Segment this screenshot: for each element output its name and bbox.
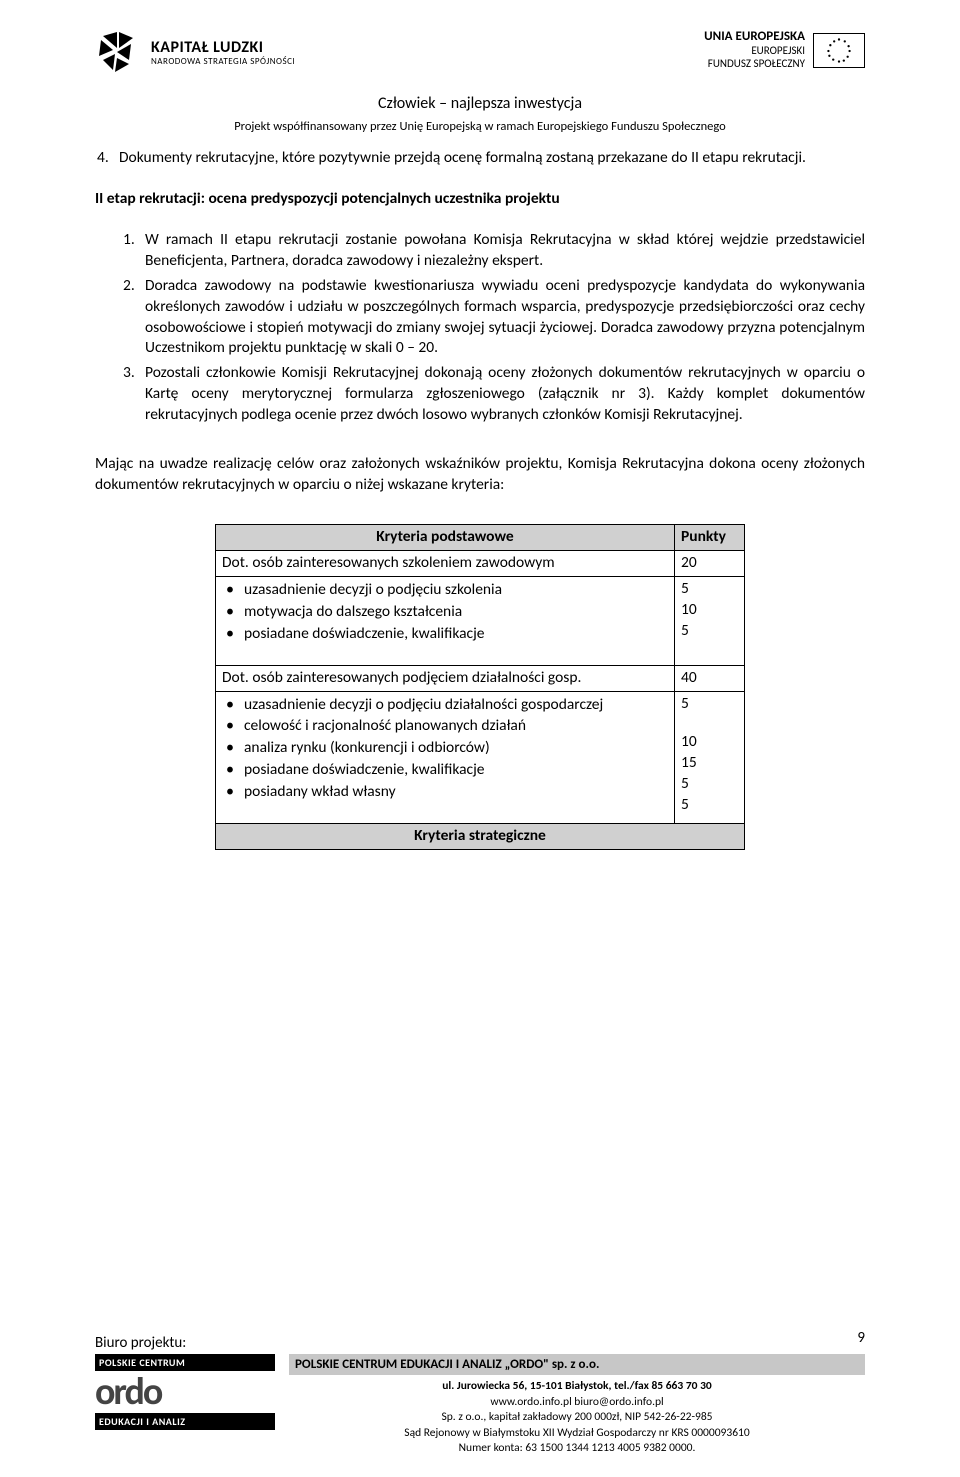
logo-right: UNIA EUROPEJSKA EUROPEJSKI FUNDUSZ SPOŁE… xyxy=(704,30,865,70)
footer-details: POLSKIE CENTRUM EDUKACJI I ANALIZ „ORDO"… xyxy=(289,1354,865,1457)
footer-legal: Sp. z o.o., kapitał zakładowy 200 000zł,… xyxy=(289,1410,865,1426)
footer: Biuro projektu: POLSKIE CENTRUM ordo EDU… xyxy=(0,1334,960,1477)
doc-subtitle: Projekt współfinansowany przez Unię Euro… xyxy=(95,119,865,134)
criteria-label: Dot. osób zainteresowanych szkoleniem za… xyxy=(216,550,675,576)
item-text: Pozostali członkowie Komisji Rekrutacyjn… xyxy=(145,363,865,426)
human-capital-icon xyxy=(95,30,141,76)
item-text: W ramach II etapu rekrutacji zostanie po… xyxy=(145,230,865,272)
footer-web: www.ordo.info.pl biuro@ordo.info.pl xyxy=(289,1395,865,1411)
ordo-bottom-bar: EDUKACJI I ANALIZ xyxy=(95,1413,275,1430)
subitem-points: 5 10 5 xyxy=(675,576,745,665)
item-number: 2. xyxy=(121,276,145,360)
subitem: analiza rynku (konkurencji i odbiorców) xyxy=(244,737,668,759)
doc-title: Człowiek – najlepsza inwestycja xyxy=(95,94,865,113)
criteria-label: Dot. osób zainteresowanych podjęciem dzi… xyxy=(216,665,675,691)
item-number: 1. xyxy=(121,230,145,272)
item-text: Dokumenty rekrutacyjne, które pozytywnie… xyxy=(119,148,865,169)
numbered-item: 3. Pozostali członkowie Komisji Rekrutac… xyxy=(121,363,865,426)
paragraph: Mając na uwadze realizację celów oraz za… xyxy=(95,454,865,496)
subitem: uzasadnienie decyzji o podjęciu działaln… xyxy=(244,694,668,716)
subitem: motywacja do dalszego kształcenia xyxy=(244,601,668,623)
subitem-points: 5 10 15 5 5 xyxy=(675,691,745,824)
numbered-item: 2. Doradca zawodowy na podstawie kwestio… xyxy=(121,276,865,360)
criteria-points: 20 xyxy=(675,550,745,576)
numbered-item: 4. Dokumenty rekrutacyjne, które pozytyw… xyxy=(95,148,865,169)
eu-sub2: FUNDUSZ SPOŁECZNY xyxy=(704,58,805,71)
left-logo-title: KAPITAŁ LUDZKI xyxy=(151,39,295,57)
footer-legal: Numer konta: 63 1500 1344 1213 4005 9382… xyxy=(289,1441,865,1457)
table-header-criteria: Kryteria podstawowe xyxy=(216,524,675,550)
table-header-points: Punkty xyxy=(675,524,745,550)
table-row: uzasadnienie decyzji o podjęciu działaln… xyxy=(216,691,745,824)
table-footer-row: Kryteria strategiczne xyxy=(216,824,745,850)
criteria-subitems: uzasadnienie decyzji o podjęciu działaln… xyxy=(222,694,668,804)
subitem: posiadane doświadczenie, kwalifikacje xyxy=(244,623,668,645)
section-heading: II etap rekrutacji: ocena predyspozycji … xyxy=(95,189,865,210)
numbered-item: 1. W ramach II etapu rekrutacji zostanie… xyxy=(121,230,865,272)
left-logo-subtitle: NARODOWA STRATEGIA SPÓJNOŚCI xyxy=(151,57,295,67)
footer-legal: Sąd Rejonowy w Białymstoku XII Wydział G… xyxy=(289,1426,865,1442)
footer-address: ul. Jurowiecka 56, 15-101 Białystok, tel… xyxy=(289,1379,865,1395)
logo-left: KAPITAŁ LUDZKI NARODOWA STRATEGIA SPÓJNO… xyxy=(95,30,295,76)
item-number: 4. xyxy=(95,148,119,169)
ordo-logo: POLSKIE CENTRUM ordo EDUKACJI I ANALIZ xyxy=(95,1354,275,1430)
header: KAPITAŁ LUDZKI NARODOWA STRATEGIA SPÓJNO… xyxy=(95,30,865,76)
criteria-table: Kryteria podstawowe Punkty Dot. osób zai… xyxy=(215,524,745,850)
table-row: Dot. osób zainteresowanych podjęciem dzi… xyxy=(216,665,745,691)
subitem: uzasadnienie decyzji o podjęciu szkoleni… xyxy=(244,579,668,601)
table-row: uzasadnienie decyzji o podjęciu szkoleni… xyxy=(216,576,745,665)
eu-flag-icon xyxy=(813,33,865,68)
company-name-bar: POLSKIE CENTRUM EDUKACJI I ANALIZ „ORDO"… xyxy=(289,1354,865,1376)
biuro-label: Biuro projektu: xyxy=(95,1334,865,1352)
eu-sub1: EUROPEJSKI xyxy=(704,45,805,58)
item-text: Doradca zawodowy na podstawie kwestionar… xyxy=(145,276,865,360)
ordo-wordmark: ordo xyxy=(95,1371,275,1413)
table-row: Kryteria strategiczne xyxy=(216,824,745,850)
subitem: posiadane doświadczenie, kwalifikacje xyxy=(244,759,668,781)
subitem: celowość i racjonalność planowanych dzia… xyxy=(244,715,668,737)
criteria-subitems: uzasadnienie decyzji o podjęciu szkoleni… xyxy=(222,579,668,645)
table-row: Dot. osób zainteresowanych szkoleniem za… xyxy=(216,550,745,576)
subitem: posiadany wkład własny xyxy=(244,781,668,803)
item-number: 3. xyxy=(121,363,145,426)
criteria-points: 40 xyxy=(675,665,745,691)
eu-title: UNIA EUROPEJSKA xyxy=(704,30,805,45)
